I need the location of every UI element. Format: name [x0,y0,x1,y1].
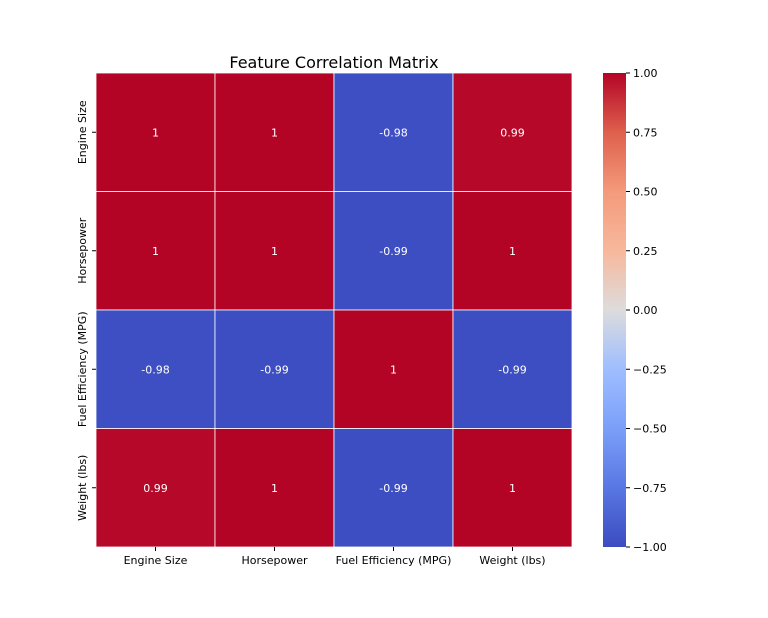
cell-annotation: 1 [390,363,397,376]
colorbar-tick-label: 0.50 [633,186,658,199]
heatmap-cell [333,428,454,548]
heatmap-cell [452,428,573,548]
y-tick-label: Engine Size [76,100,89,164]
cell-annotation: 1 [509,482,516,495]
heatmap-cell [452,191,573,311]
colorbar-tick-label: 0.00 [633,304,658,317]
cell-annotation: 1 [152,245,159,258]
y-tick-label: Weight (lbs) [76,455,89,521]
heatmap-cell [333,72,454,192]
x-tick-label: Weight (lbs) [479,554,545,567]
heatmap-cell [214,191,335,311]
cell-annotation: 1 [271,482,278,495]
cell-annotation: 1 [271,126,278,139]
cell-annotation: -0.99 [498,363,526,376]
heatmap-cell [95,191,216,311]
cell-annotation: -0.99 [379,245,407,258]
x-tick-label: Fuel Efficiency (MPG) [336,554,452,567]
heatmap-cell [95,428,216,548]
x-tick-label: Horsepower [241,554,307,567]
x-tick-label: Engine Size [124,554,188,567]
colorbar-tick-label: 0.25 [633,245,658,258]
cell-annotation: -0.99 [260,363,288,376]
colorbar-tick-label: 1.00 [633,67,658,80]
heatmap-cell [95,72,216,192]
chart-title: Feature Correlation Matrix [229,53,438,72]
heatmap-cell [214,428,335,548]
colorbar-tick-label: −0.25 [633,363,667,376]
cell-annotation: -0.99 [379,482,407,495]
cell-annotation: -0.98 [379,126,407,139]
heatmap-cell [214,72,335,192]
cell-annotation: 0.99 [500,126,525,139]
cell-annotation: 1 [152,126,159,139]
heatmap-cell [333,191,454,311]
colorbar-tick-label: −0.50 [633,423,667,436]
cell-annotation: 1 [271,245,278,258]
cell-annotation: -0.98 [141,363,169,376]
heatmap-cell [214,309,335,429]
colorbar [603,73,626,547]
colorbar-tick-label: −0.75 [633,482,667,495]
y-tick-label: Fuel Efficiency (MPG) [76,311,89,427]
colorbar-tick-label: 0.75 [633,126,658,139]
colorbar-tick-label: −1.00 [633,541,667,554]
heatmap-cell [452,309,573,429]
y-tick-label: Horsepower [76,217,89,283]
heatmap-cell [452,72,573,192]
cell-annotation: 0.99 [143,482,168,495]
cell-annotation: 1 [509,245,516,258]
